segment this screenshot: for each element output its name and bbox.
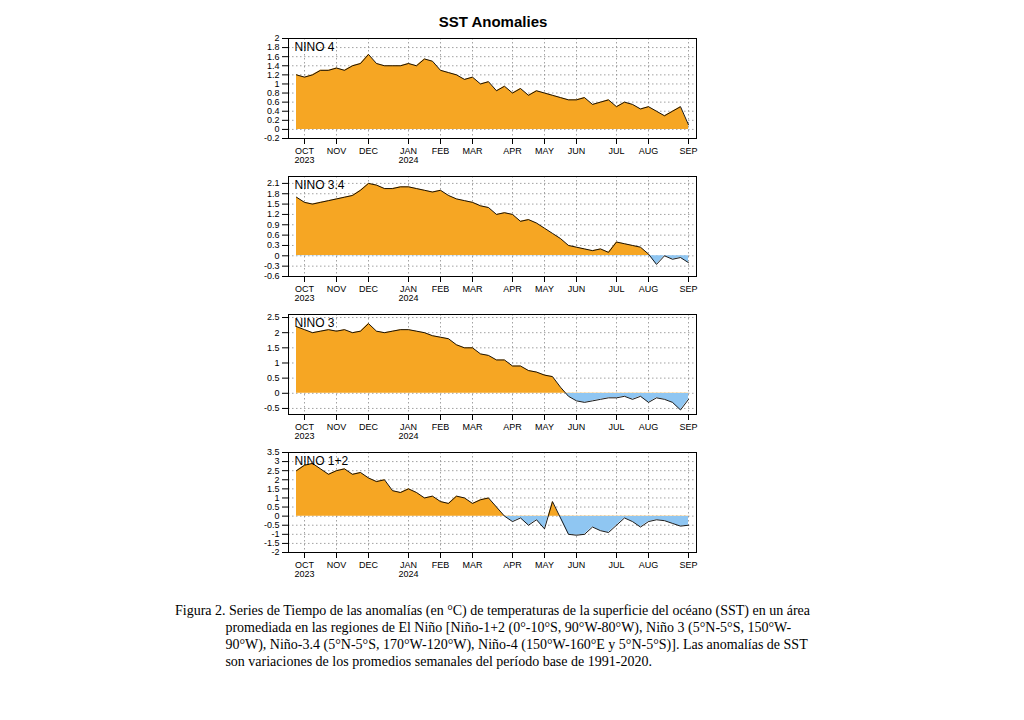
svg-text:JUN: JUN [568,560,586,570]
svg-text:-0.3: -0.3 [264,261,280,271]
svg-text:MAR: MAR [463,146,484,156]
svg-text:NOV: NOV [327,422,347,432]
svg-text:JUL: JUL [608,284,624,294]
svg-text:NINO 4: NINO 4 [295,40,335,54]
svg-text:NINO 3: NINO 3 [295,316,335,330]
svg-text:AUG: AUG [639,284,659,294]
svg-text:-1: -1 [271,529,279,539]
svg-text:MAR: MAR [463,284,484,294]
svg-text:NINO 1+2: NINO 1+2 [295,454,349,468]
svg-text:0: 0 [274,388,279,398]
svg-text:MAY: MAY [535,284,554,294]
svg-text:0.2: 0.2 [267,115,280,125]
svg-text:-0.5: -0.5 [264,403,280,413]
svg-text:DEC: DEC [359,422,379,432]
svg-text:AUG: AUG [639,422,659,432]
svg-text:1: 1 [274,358,279,368]
svg-text:NINO 3.4: NINO 3.4 [295,178,345,192]
svg-text:NOV: NOV [327,284,347,294]
svg-text:0.5: 0.5 [267,502,280,512]
svg-text:OCT2023: OCT2023 [294,146,314,165]
svg-text:APR: APR [503,560,522,570]
svg-text:AUG: AUG [639,146,659,156]
svg-text:1.4: 1.4 [267,61,280,71]
svg-text:JUL: JUL [608,422,624,432]
svg-text:MAY: MAY [535,422,554,432]
svg-text:0.4: 0.4 [267,106,280,116]
svg-text:0.8: 0.8 [267,88,280,98]
svg-text:3.5: 3.5 [267,447,280,457]
svg-text:1.8: 1.8 [267,42,280,52]
svg-text:1.5: 1.5 [267,199,280,209]
svg-text:1.2: 1.2 [267,70,280,80]
svg-text:2.5: 2.5 [267,466,280,476]
svg-text:MAY: MAY [535,560,554,570]
svg-text:APR: APR [503,284,522,294]
svg-text:0.6: 0.6 [267,97,280,107]
svg-text:1.6: 1.6 [267,52,280,62]
svg-text:OCT2023: OCT2023 [294,560,314,579]
svg-text:JAN2024: JAN2024 [398,560,418,579]
svg-text:2: 2 [274,33,279,43]
svg-text:0: 0 [274,124,279,134]
svg-text:SEP: SEP [679,422,697,432]
svg-text:FEB: FEB [432,560,450,570]
svg-text:DEC: DEC [359,560,379,570]
svg-text:DEC: DEC [359,146,379,156]
svg-text:0: 0 [274,511,279,521]
svg-text:MAY: MAY [535,146,554,156]
svg-text:-0.2: -0.2 [264,133,280,143]
svg-text:JUL: JUL [608,146,624,156]
svg-text:3: 3 [274,456,279,466]
html-text:SST Anomalies: SST Anomalies [438,13,548,30]
svg-text:APR: APR [503,146,522,156]
svg-text:FEB: FEB [432,284,450,294]
svg-text:DEC: DEC [359,284,379,294]
svg-text:0.6: 0.6 [267,230,280,240]
svg-text:0.5: 0.5 [267,373,280,383]
svg-text:2.5: 2.5 [267,312,280,322]
svg-text:0.9: 0.9 [267,220,280,230]
svg-text:APR: APR [503,422,522,432]
svg-text:JAN2024: JAN2024 [398,146,418,165]
svg-text:-0.6: -0.6 [264,271,280,281]
svg-text:FEB: FEB [432,422,450,432]
svg-text:2.1: 2.1 [267,178,280,188]
html-text:Figura 2. Series de Tiempo de: Figura 2. Series de Tiempo de las anomal… [175,603,810,669]
svg-text:FEB: FEB [432,146,450,156]
svg-text:SEP: SEP [679,560,697,570]
svg-text:0.3: 0.3 [267,240,280,250]
svg-text:JAN2024: JAN2024 [398,284,418,303]
svg-text:SEP: SEP [679,146,697,156]
svg-text:2: 2 [274,475,279,485]
svg-text:JUN: JUN [568,146,586,156]
svg-text:AUG: AUG [639,560,659,570]
svg-text:-1.5: -1.5 [264,538,280,548]
svg-text:JUN: JUN [568,284,586,294]
svg-text:JUL: JUL [608,560,624,570]
svg-text:1.5: 1.5 [267,484,280,494]
svg-text:MAR: MAR [463,560,484,570]
svg-text:-0.5: -0.5 [264,520,280,530]
svg-text:NOV: NOV [327,146,347,156]
svg-text:NOV: NOV [327,560,347,570]
svg-text:OCT2023: OCT2023 [294,422,314,441]
svg-text:1.5: 1.5 [267,343,280,353]
svg-text:MAR: MAR [463,422,484,432]
svg-text:-2: -2 [271,547,279,557]
svg-text:2: 2 [274,328,279,338]
svg-text:JUN: JUN [568,422,586,432]
svg-text:OCT2023: OCT2023 [294,284,314,303]
svg-text:0: 0 [274,251,279,261]
svg-text:1.2: 1.2 [267,209,280,219]
svg-text:1: 1 [274,79,279,89]
svg-text:JAN2024: JAN2024 [398,422,418,441]
svg-text:1: 1 [274,493,279,503]
svg-text:1.8: 1.8 [267,189,280,199]
svg-text:SEP: SEP [679,284,697,294]
